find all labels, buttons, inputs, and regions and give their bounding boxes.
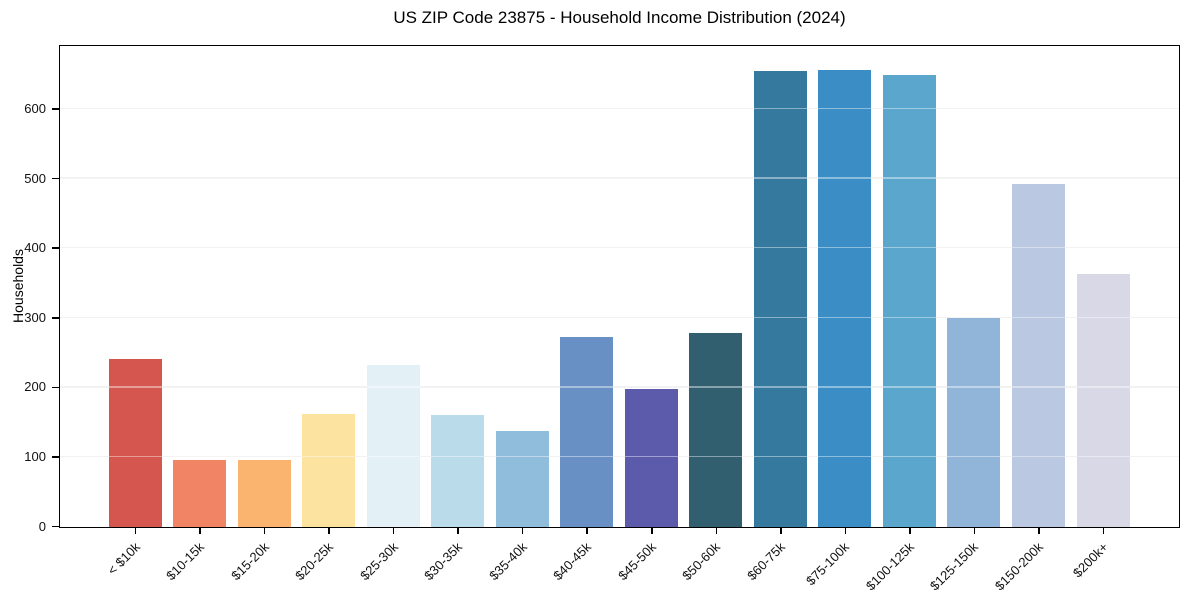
- y-tick-label: 300: [24, 309, 46, 325]
- plot-area: [59, 45, 1180, 528]
- x-tick: [780, 528, 782, 534]
- y-tick: [52, 247, 59, 249]
- y-tick: [52, 317, 59, 319]
- x-tick-label: $10-15k: [163, 539, 207, 584]
- x-tick-label: $40-45k: [550, 539, 595, 584]
- gridline-overlay: [60, 246, 1179, 249]
- x-tick: [844, 528, 847, 534]
- x-tick-label: $30-35k: [421, 539, 466, 584]
- bar: [495, 431, 549, 527]
- gridline: [60, 386, 1179, 388]
- x-tick-label: < $10k: [103, 539, 143, 578]
- chart-title: US ZIP Code 23875 - Household Income Dis…: [393, 8, 846, 27]
- gridline-overlay: [60, 177, 1179, 179]
- x-tick: [973, 528, 976, 534]
- x-tick: [328, 528, 330, 534]
- bar: [947, 318, 1001, 527]
- y-tick: [52, 456, 59, 458]
- x-tick: [715, 528, 718, 534]
- y-tick-label: 400: [24, 240, 46, 256]
- bar: [366, 364, 420, 527]
- x-tick-label: $60-75k: [743, 539, 788, 584]
- x-tick: [909, 528, 911, 534]
- x-tick-label: $20-25k: [292, 539, 337, 584]
- y-tick-label: 100: [24, 448, 46, 464]
- gridline: [60, 246, 1179, 249]
- y-tick: [52, 108, 59, 110]
- bar: [431, 415, 485, 527]
- y-tick-label: 600: [24, 101, 46, 117]
- x-tick: [392, 528, 395, 534]
- x-tick: [586, 528, 588, 534]
- bar: [882, 74, 936, 527]
- x-tick-label: $50-60k: [679, 539, 724, 584]
- y-tick-label: 500: [24, 170, 46, 186]
- gridline-overlay: [60, 455, 1179, 458]
- gridline-overlay: [60, 386, 1179, 388]
- gridline-overlay: [60, 107, 1179, 110]
- bar: [237, 459, 291, 527]
- y-tick-label: 200: [24, 379, 46, 395]
- x-tick-label: $100-125k: [862, 539, 917, 594]
- y-tick-label: 0: [38, 518, 46, 534]
- gridline: [60, 316, 1179, 319]
- bar: [818, 69, 872, 527]
- x-tick: [651, 528, 653, 534]
- gridline: [60, 455, 1179, 458]
- bar: [1011, 184, 1065, 527]
- bar: [1076, 273, 1130, 527]
- x-tick-label: $150-200k: [991, 539, 1046, 594]
- bar: [753, 71, 807, 527]
- x-tick-label: $15-20k: [227, 539, 272, 584]
- bar: [108, 359, 162, 527]
- x-tick: [1038, 528, 1040, 534]
- x-tick: [521, 528, 524, 534]
- y-tick: [52, 177, 59, 180]
- x-tick: [263, 528, 266, 534]
- gridline-overlay: [60, 316, 1179, 319]
- gridline: [60, 107, 1179, 110]
- bar: [560, 337, 614, 527]
- x-tick: [457, 528, 459, 534]
- x-tick-label: $25-30k: [356, 539, 401, 584]
- x-tick: [199, 528, 201, 534]
- x-tick-label: $200k+: [1069, 539, 1111, 581]
- y-tick: [52, 525, 59, 528]
- x-tick: [134, 528, 137, 534]
- x-tick-label: $75-100k: [803, 539, 853, 589]
- bar: [689, 332, 743, 527]
- x-tick-label: $45-50k: [614, 539, 659, 584]
- x-tick-label: $35-40k: [485, 539, 530, 584]
- x-tick: [1102, 528, 1105, 534]
- bar: [624, 388, 678, 527]
- bar: [173, 459, 227, 527]
- y-tick: [52, 386, 59, 389]
- bar: [302, 413, 356, 527]
- x-tick-label: $125-150k: [927, 539, 982, 594]
- gridline: [60, 177, 1179, 179]
